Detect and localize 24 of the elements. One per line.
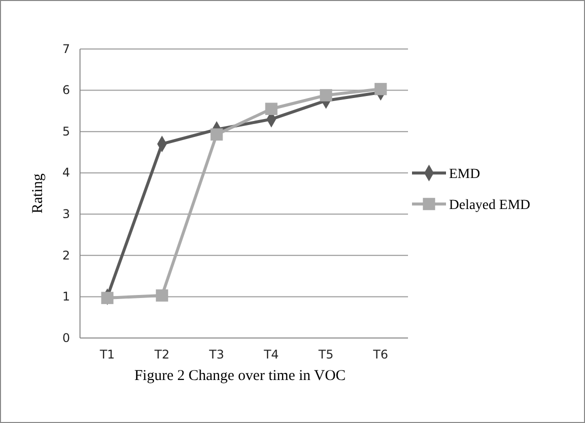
- y-tick-label: 7: [62, 42, 70, 56]
- y-axis-title: Rating: [30, 173, 46, 214]
- point: [210, 128, 223, 141]
- x-tick-label: T2: [154, 348, 170, 362]
- y-tick-label: 3: [62, 206, 70, 221]
- y-tick-label: 0: [62, 330, 70, 345]
- x-tick-label: T6: [372, 348, 388, 362]
- point: [374, 82, 387, 96]
- x-tick-label: T4: [262, 348, 279, 362]
- legend-label: Delayed EMD: [449, 198, 530, 213]
- text: Figure 2 Change over time in VOC: [134, 368, 346, 384]
- y-tick-label: 5: [62, 124, 70, 138]
- point: [265, 102, 278, 115]
- y-tick-label: 6: [62, 83, 70, 98]
- x-tick-label: T3: [208, 348, 224, 362]
- y-tick-label: 2: [62, 248, 70, 262]
- x-tick-label: T5: [318, 348, 334, 362]
- x-tick-label: T1: [98, 348, 115, 362]
- point: [101, 292, 114, 304]
- point: [156, 289, 168, 302]
- y-tick-label: 1: [62, 290, 70, 304]
- y-tick-label: 4: [62, 166, 70, 180]
- legend-label: EMD: [449, 167, 480, 182]
- point: [320, 89, 332, 102]
